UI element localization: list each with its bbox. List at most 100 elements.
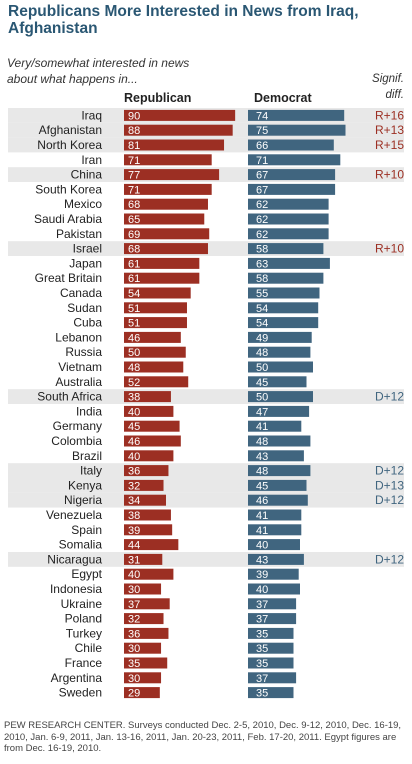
republican-bar [124, 435, 181, 447]
republican-bar [124, 243, 208, 255]
republican-value-label: 69 [128, 229, 140, 241]
democrat-value-label: 67 [256, 184, 268, 196]
republican-value-label: 39 [128, 525, 140, 537]
republican-value-label: 32 [128, 480, 140, 492]
republican-value-label: 34 [128, 495, 140, 507]
democrat-bar [248, 257, 330, 269]
democrat-value-label: 37 [256, 599, 268, 611]
republican-bar [124, 346, 186, 358]
republican-bar [124, 539, 179, 551]
category-label: Canada [60, 286, 102, 300]
democrat-value-label: 35 [256, 643, 268, 655]
democrat-value-label: 41 [256, 510, 268, 522]
democrat-bar [248, 228, 329, 240]
signif-diff-label: R+10 [375, 168, 404, 182]
democrat-value-label: 48 [256, 347, 268, 359]
democrat-bar [248, 183, 336, 195]
republican-bar [124, 391, 171, 403]
republican-bar [124, 627, 169, 639]
bar-chart: Iraq 90 74 R+16 Afghanistan 88 75 R+13 North Kor… [8, 108, 404, 700]
republican-bar [124, 228, 210, 240]
highlight-row [8, 552, 404, 567]
category-label: Cuba [73, 316, 102, 330]
republican-value-label: 61 [128, 258, 140, 270]
democrat-value-label: 41 [256, 421, 268, 433]
republican-value-label: 36 [128, 466, 140, 478]
republican-value-label: 29 [128, 688, 140, 700]
republican-bar [124, 361, 184, 373]
category-label: Indonesia [50, 582, 102, 596]
democrat-bar [248, 568, 299, 580]
republican-bar [124, 169, 220, 181]
republican-bar [124, 420, 180, 432]
republican-bar [124, 672, 162, 684]
category-label: Saudi Arabia [34, 212, 102, 226]
republican-value-label: 40 [128, 406, 140, 418]
democrat-bar [248, 509, 302, 521]
category-label: Argentina [51, 671, 103, 685]
democrat-value-label: 62 [256, 199, 268, 211]
republican-value-label: 48 [128, 362, 140, 374]
republican-bar [124, 450, 174, 462]
signif-diff-label: D+12 [375, 464, 404, 478]
republican-bar [124, 139, 225, 151]
signif-diff-label: R+10 [375, 242, 404, 256]
source-note: PEW RESEARCH CENTER. Surveys conducted D… [4, 720, 402, 754]
democrat-bar [248, 598, 297, 610]
democrat-value-label: 40 [256, 584, 268, 596]
democrat-value-label: 43 [256, 554, 268, 566]
signif-diff-label: R+16 [375, 108, 404, 122]
republican-value-label: 31 [128, 554, 140, 566]
republican-value-label: 35 [128, 658, 140, 670]
category-label: Pakistan [56, 227, 102, 241]
category-label: Japan [69, 256, 102, 270]
category-label: Israel [73, 242, 102, 256]
democrat-value-label: 35 [256, 688, 268, 700]
democrat-bar [248, 450, 304, 462]
category-label: Colombia [51, 434, 102, 448]
democrat-value-label: 40 [256, 540, 268, 552]
democrat-bar [248, 435, 311, 447]
category-label: Spain [71, 523, 102, 537]
republican-value-label: 30 [128, 643, 140, 655]
republican-value-label: 44 [128, 540, 140, 552]
republican-bar [124, 257, 200, 269]
democrat-bar [248, 672, 297, 684]
category-label: Chile [75, 641, 103, 655]
republican-bar [124, 376, 189, 388]
signif-diff-label: D+12 [375, 493, 404, 507]
category-label: Sweden [59, 686, 102, 700]
democrat-bar [248, 627, 294, 639]
republican-value-label: 50 [128, 347, 140, 359]
democrat-bar [248, 169, 336, 181]
republican-bar [124, 198, 208, 210]
republican-bar [124, 568, 174, 580]
democrat-bar [248, 243, 324, 255]
democrat-value-label: 55 [256, 288, 268, 300]
republican-bar [124, 317, 187, 329]
democrat-value-label: 47 [256, 406, 268, 418]
democrat-value-label: 37 [256, 673, 268, 685]
democrat-bar [248, 479, 307, 491]
democrat-value-label: 54 [256, 303, 268, 315]
democrat-bar [248, 524, 302, 536]
democrat-value-label: 48 [256, 466, 268, 478]
category-label: Vietnam [58, 360, 102, 374]
republican-bar [124, 331, 181, 343]
category-label: Mexico [64, 197, 102, 211]
democrat-value-label: 58 [256, 244, 268, 256]
democrat-bar [248, 583, 300, 595]
republican-bar [124, 613, 164, 625]
democrat-bar [248, 346, 311, 358]
democrat-bar [248, 213, 329, 225]
democrat-value-label: 46 [256, 495, 268, 507]
category-label: Nicaragua [47, 552, 102, 566]
republican-bar [124, 657, 168, 669]
signif-diff-label: R+15 [375, 138, 404, 152]
democrat-bar [248, 613, 297, 625]
chart-subtitle: Very/somewhat interested in news about w… [7, 56, 190, 86]
republican-bar [124, 109, 236, 121]
chart-title: Republicans More Interested in News from… [8, 3, 359, 37]
republican-value-label: 32 [128, 614, 140, 626]
category-label: Egypt [71, 567, 102, 581]
